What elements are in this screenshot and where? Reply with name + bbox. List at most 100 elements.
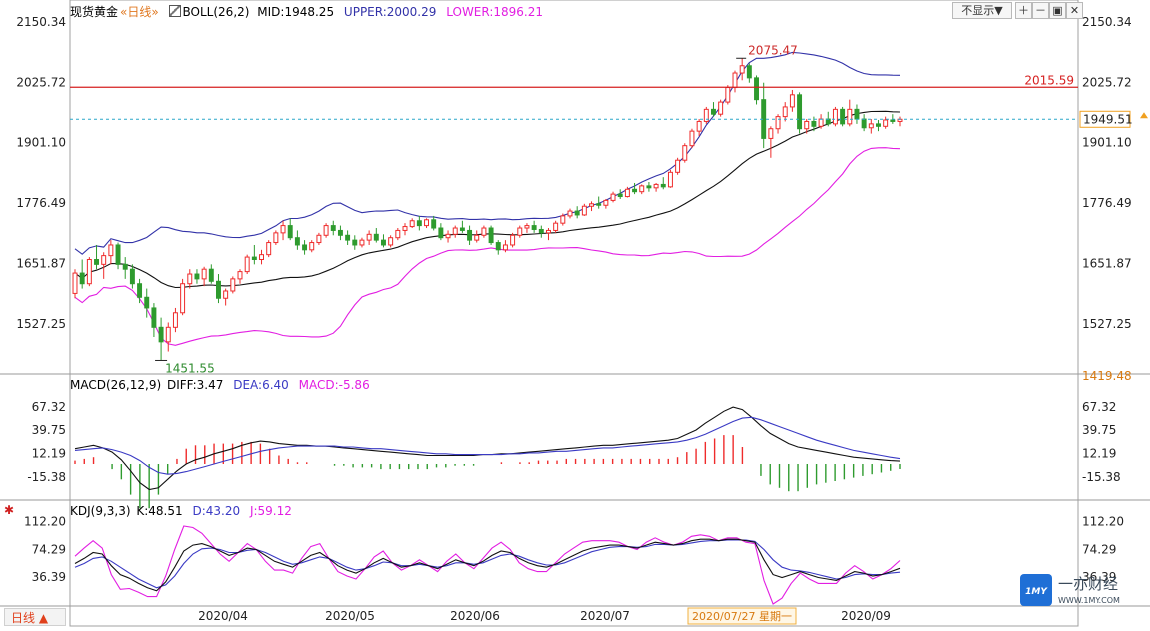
candle-up (510, 234, 516, 246)
price-tick-label-left: 1901.10 (16, 136, 66, 150)
candle-up (782, 106, 788, 118)
candle-down (208, 268, 214, 282)
candle-down (660, 183, 666, 188)
watermark-url: WWW.1MY.COM (1058, 596, 1120, 605)
kdj-legend: KDJ(9,3,3) K:48.51 D:43.20 J:59.12 (70, 504, 298, 518)
candle-down (416, 220, 422, 227)
candle-down (840, 108, 846, 125)
candle-up (818, 118, 824, 127)
price-tick-label-left: 1651.87 (16, 256, 66, 270)
macd-tick-label-left: -15.38 (27, 470, 66, 484)
candle-up (72, 272, 78, 294)
candle-up (775, 116, 781, 130)
candle-up (474, 234, 480, 241)
candle-up (768, 128, 774, 139)
macd-tick-label-left: 39.75 (32, 423, 66, 437)
candle-down (158, 326, 164, 343)
kdj-tick-label-right: 36.39 (1082, 570, 1116, 584)
low-label: 1451.55 (165, 361, 215, 375)
macd-tick-label-right: 67.32 (1082, 400, 1116, 414)
candle-down (79, 272, 85, 285)
candle-up (424, 219, 429, 227)
candle-down (632, 188, 638, 193)
macd-diff-value: DIFF:3.47 (166, 378, 224, 392)
watermark-logo-icon (1020, 574, 1052, 606)
candle-down (811, 120, 817, 127)
candle-up (560, 215, 566, 224)
kdj-j-value: J:59.12 (249, 504, 292, 518)
x-axis-label: 2020/07 (580, 609, 630, 623)
kdj-tick-label-left: 112.20 (24, 514, 66, 528)
candle-up (172, 312, 178, 328)
candle-up (388, 237, 394, 246)
candle-up (266, 242, 272, 256)
candle-up (273, 232, 279, 244)
candle-up (725, 87, 731, 103)
candle-up (230, 278, 236, 292)
candle-down (216, 280, 221, 299)
candle-down (617, 193, 623, 198)
candle-down (438, 227, 444, 239)
date-cursor-box (687, 607, 797, 625)
candle-up (739, 65, 745, 74)
candle-up (237, 271, 243, 280)
candle-up (180, 283, 186, 314)
candle-up (223, 290, 229, 299)
candle-up (409, 220, 415, 228)
period-label[interactable]: «日线» (120, 5, 159, 19)
candle-up (452, 227, 458, 235)
boll-icon[interactable] (168, 5, 181, 17)
candle-up (868, 123, 874, 129)
boll-upper-value: UPPER:2000.29 (343, 5, 437, 19)
candle-up (703, 108, 709, 122)
candle-down (646, 185, 652, 189)
candle-up (280, 225, 286, 234)
candle-up (847, 108, 853, 125)
candle-up (689, 130, 695, 147)
macd-dea-line (74, 416, 901, 475)
price-tick-label-left: 2150.34 (16, 15, 66, 29)
candle-down (373, 233, 379, 241)
candle-down (115, 244, 121, 265)
candle-up (517, 227, 523, 236)
candle-up (567, 210, 573, 217)
period-tab[interactable]: 日线 ▲ (4, 608, 66, 626)
candle-down (531, 225, 537, 230)
last-price-marker-icon (1140, 112, 1148, 119)
resistance-label: 2015.59 (1024, 73, 1074, 87)
settings-icon[interactable]: ✱ (4, 503, 15, 517)
watermark: 1MY 一亦财经 WWW.1MY.COM (1018, 572, 1148, 608)
macd-tick-label-left: 67.32 (32, 400, 66, 414)
watermark-logo-text: 1MY (1025, 587, 1048, 597)
price-tick-label-left: 1527.25 (16, 317, 66, 331)
last-price-label: 1949.51 (1083, 112, 1133, 126)
candle-down (467, 229, 473, 241)
zoom-in-button[interactable]: ＋ (1015, 2, 1032, 19)
price-tick-label-right: 1651.87 (1082, 256, 1132, 270)
hide-dropdown[interactable]: 不显示▼ (952, 2, 1012, 19)
price-legend: 现货黄金 «日线» BOLL(26,2) MID:1948.25 UPPER:20… (70, 3, 549, 20)
candle-down (294, 237, 300, 246)
candle-up (546, 229, 551, 234)
candle-down (746, 65, 752, 79)
candle-up (101, 255, 107, 265)
candle-down (194, 273, 200, 280)
candle-down (94, 259, 99, 265)
x-axis-label: 2020/06 (450, 609, 500, 623)
candle-up (553, 222, 559, 231)
kdj-d-line (74, 539, 901, 589)
candle-down (251, 256, 257, 261)
macd-tick-label-right: -15.38 (1082, 470, 1121, 484)
zoom-out-button[interactable]: － (1032, 2, 1049, 19)
candle-down (488, 227, 494, 244)
expand-button[interactable]: ▣ (1049, 2, 1066, 19)
x-axis-label: 2020/09 (841, 609, 891, 623)
close-button[interactable]: ✕ (1066, 2, 1083, 19)
candle-up (804, 120, 810, 130)
watermark-brand: 一亦财经 (1058, 575, 1118, 593)
candle-down (122, 263, 128, 270)
candle-down (538, 228, 544, 234)
candle-up (524, 225, 530, 229)
macd-diff-line (74, 406, 901, 491)
